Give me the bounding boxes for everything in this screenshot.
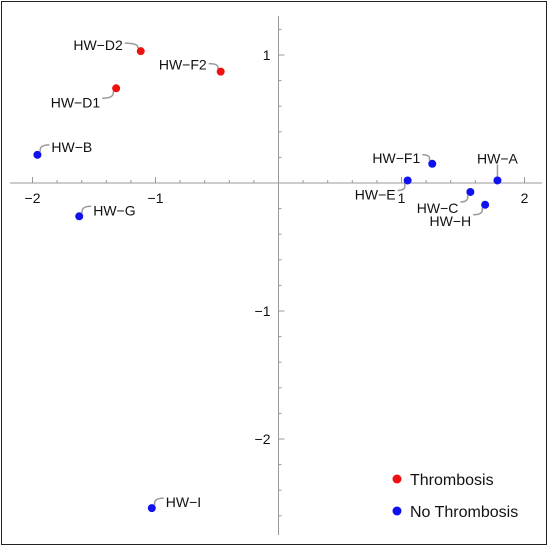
point-labels: HW−D2 HW−F2 HW−D1 HW−B HW−G HW−F1 HW−A HW−E HW−C… [51, 37, 519, 510]
y-tick-label: −1 [255, 303, 271, 319]
x-tick-label: 1 [398, 190, 406, 206]
point-label: HW−C [417, 200, 459, 216]
x-tick-label: −1 [148, 190, 164, 206]
label-leader [473, 207, 484, 216]
point-label: HW−E [355, 186, 396, 202]
x-tick-label: 2 [521, 190, 529, 206]
data-point [481, 200, 490, 209]
point-label: HW−G [93, 202, 135, 218]
data-point [403, 176, 412, 185]
label-leader [153, 497, 164, 506]
label-leader [397, 183, 406, 192]
data-points [33, 47, 502, 513]
legend-marker [392, 506, 402, 516]
data-point [428, 159, 437, 168]
data-point [466, 187, 475, 196]
label-leader [102, 91, 115, 100]
tick-labels: −2 −1 1 2 1 −1 −2 [25, 47, 529, 447]
data-point [493, 176, 502, 185]
point-label: HW−D2 [73, 37, 123, 53]
point-label: HW−I [166, 494, 201, 510]
legend-label: Thrombosis [410, 472, 494, 489]
y-tick-label: 1 [263, 47, 271, 63]
legend-marker [392, 474, 402, 484]
point-label: HW−F1 [372, 150, 420, 166]
label-leader [124, 42, 139, 49]
data-point [112, 84, 121, 93]
point-label: HW−D1 [51, 94, 101, 110]
x-tick-label: −2 [25, 190, 41, 206]
data-point [216, 67, 225, 76]
point-label: HW−B [51, 139, 92, 155]
label-leader [81, 205, 92, 214]
label-leader [208, 62, 219, 69]
legend: Thrombosis No Thrombosis [392, 472, 518, 521]
point-label: HW−A [477, 150, 519, 166]
data-point [75, 212, 84, 221]
label-leader-lines [39, 42, 499, 506]
legend-label: No Thrombosis [410, 504, 518, 521]
data-point [136, 47, 145, 56]
label-leader [39, 144, 50, 153]
axes [10, 16, 542, 535]
label-leader [422, 154, 431, 162]
point-label: HW−F2 [159, 57, 207, 73]
data-point [147, 504, 156, 513]
data-point [33, 150, 42, 159]
tick-marks [32, 28, 525, 517]
y-tick-label: −2 [255, 431, 271, 447]
label-leader [460, 194, 469, 203]
point-label: HW−H [430, 213, 472, 229]
